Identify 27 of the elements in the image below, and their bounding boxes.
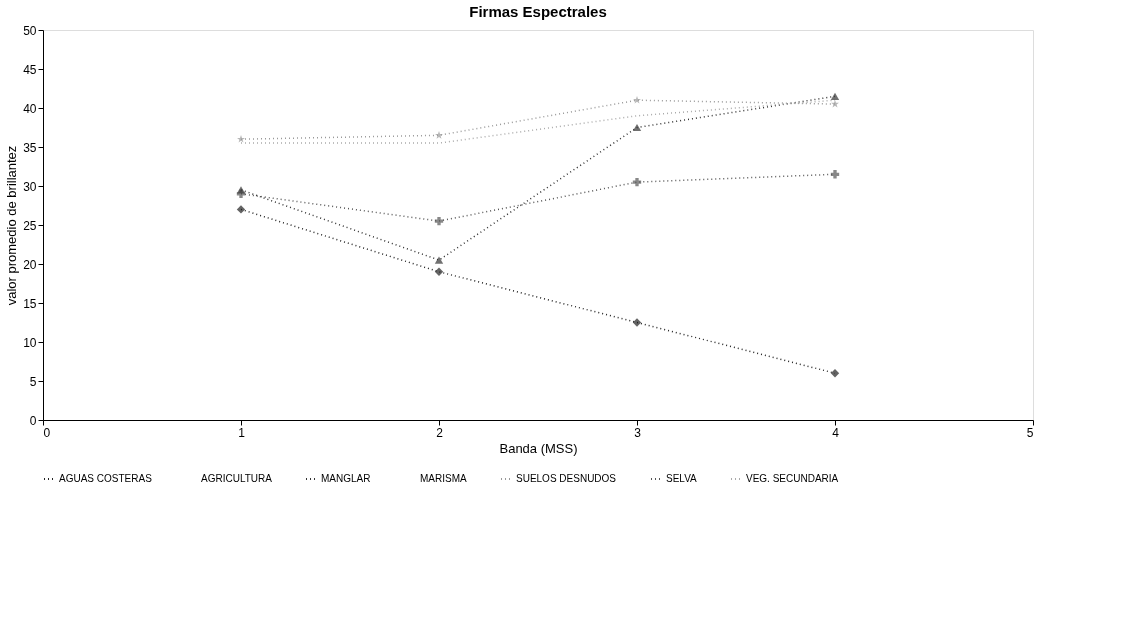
- y-tick-label: 10: [23, 335, 37, 350]
- x-tick-label: 4: [832, 425, 840, 440]
- legend-label: AGUAS COSTERAS: [59, 473, 153, 484]
- x-axis-title: Banda (MSS): [499, 440, 578, 456]
- y-tick-label: 15: [23, 296, 37, 311]
- y-tick-label: 30: [23, 179, 37, 194]
- legend-label: VEG. SECUNDARIA: [746, 473, 839, 484]
- x-tick-label: 2: [436, 425, 444, 440]
- y-tick-label: 50: [23, 23, 37, 38]
- x-tick-label: 0: [43, 425, 51, 440]
- y-tick-label: 0: [29, 413, 37, 428]
- y-tick-label: 20: [23, 257, 37, 272]
- y-tick-label: 5: [29, 374, 37, 389]
- y-tick-label: 40: [23, 101, 37, 116]
- text: AGRICULTURA: [201, 473, 273, 484]
- y-tick-label: 35: [23, 140, 37, 155]
- y-tick-label: 45: [23, 62, 37, 77]
- legend-label: SELVA: [666, 473, 698, 484]
- legend-label: SUELOS DESNUDOS: [516, 473, 617, 484]
- legend-label: MANGLAR: [321, 473, 371, 484]
- x-tick-label: 5: [1026, 425, 1034, 440]
- x-tick-label: 3: [634, 425, 642, 440]
- y-axis-title: valor promedio de brillantez: [4, 145, 20, 306]
- text: MARISMA: [420, 473, 467, 484]
- x-tick-label: 1: [238, 425, 246, 440]
- y-tick-label: 25: [23, 218, 37, 233]
- chart-title: Firmas Espectrales: [469, 3, 607, 20]
